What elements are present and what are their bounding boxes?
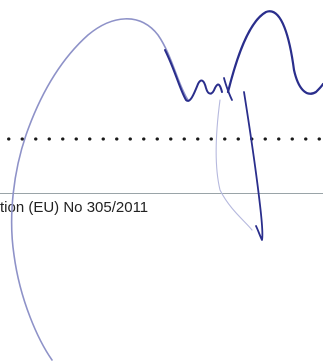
regulation-reference-text: tion (EU) No 305/2011 bbox=[0, 199, 149, 216]
signature-stroke-faint-diagonal bbox=[215, 99, 253, 231]
signature-dotted-line bbox=[0, 136, 323, 142]
signature-stroke-hook bbox=[223, 77, 233, 101]
signature-stroke-descender bbox=[243, 91, 264, 241]
signature-stroke-left-loop bbox=[10, 18, 189, 361]
signature-stroke-right-arc bbox=[226, 10, 323, 95]
signature-stroke-squiggle bbox=[164, 49, 223, 102]
horizontal-rule bbox=[0, 193, 323, 194]
